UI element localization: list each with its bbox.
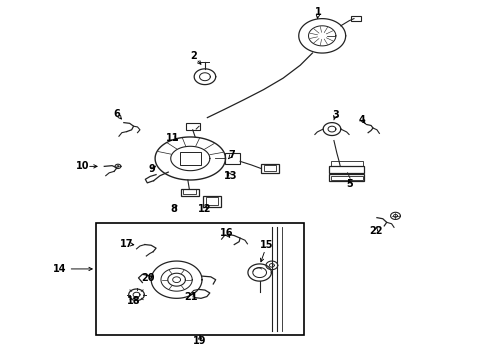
Text: 12: 12 [198,204,212,215]
Bar [183,189,196,194]
Text: 15: 15 [260,239,274,249]
Bar [264,165,276,171]
Bar [261,164,279,173]
Text: 17: 17 [120,239,133,249]
Text: 5: 5 [347,179,353,189]
Bar [179,152,201,165]
Text: 19: 19 [193,336,207,346]
Text: 22: 22 [369,226,383,236]
Text: 10: 10 [75,161,89,171]
Text: 3: 3 [332,111,339,121]
Text: 20: 20 [142,273,155,283]
Bar [206,197,218,205]
Text: 2: 2 [190,51,197,61]
Text: 4: 4 [359,115,366,125]
Bar [331,161,363,166]
Text: 6: 6 [114,109,121,119]
Text: 13: 13 [223,171,237,181]
Text: 16: 16 [220,228,233,238]
Text: 7: 7 [228,150,235,160]
Bar [329,174,364,181]
Text: 1: 1 [315,7,321,17]
Bar [331,176,363,180]
Bar [180,189,199,197]
Bar [225,153,240,164]
Bar [329,166,364,173]
Text: 8: 8 [171,204,177,215]
Text: 14: 14 [52,264,66,274]
Bar [350,17,361,22]
Bar [96,223,304,335]
Text: 18: 18 [127,296,141,306]
Text: 21: 21 [185,292,198,302]
Text: 11: 11 [166,133,179,143]
Bar [203,196,220,207]
Bar [186,123,200,130]
Text: 9: 9 [149,164,155,174]
